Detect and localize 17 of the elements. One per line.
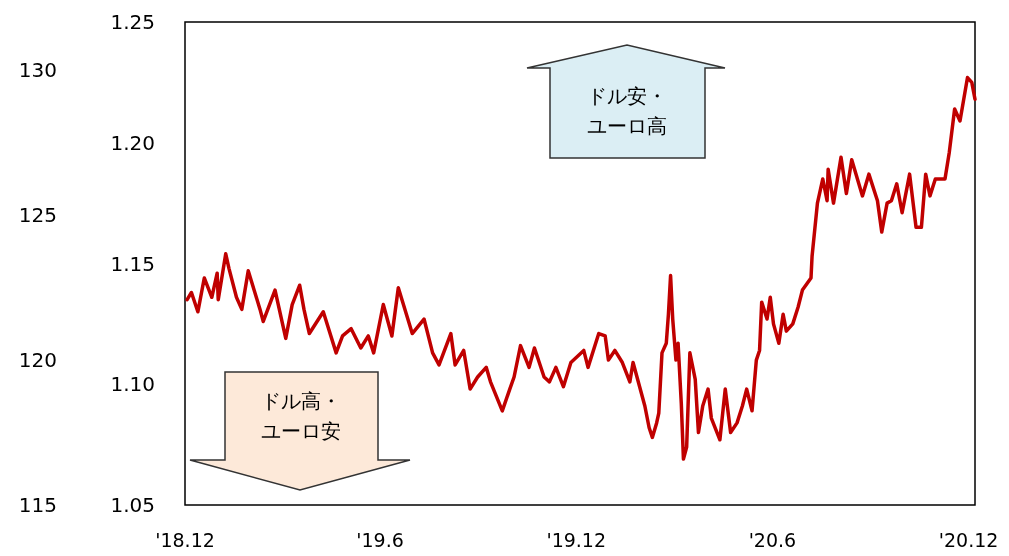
x-tick-label: '19.6 bbox=[356, 529, 404, 551]
y-tick-label: 1.10 bbox=[110, 372, 155, 397]
y2-tick-label: 130 bbox=[18, 57, 57, 82]
y2-tick-label: 125 bbox=[18, 202, 57, 227]
y-tick-label: 1.20 bbox=[110, 130, 155, 155]
y2-tick-label: 120 bbox=[18, 347, 57, 372]
line-series bbox=[185, 75, 977, 461]
x-tick-label: '20.12 bbox=[938, 529, 999, 551]
y2-tick-label: 115 bbox=[18, 493, 57, 517]
y-tick-label: 1.15 bbox=[110, 251, 155, 276]
x-tick-label: '20.6 bbox=[748, 529, 797, 551]
x-tick-label: '18.12 bbox=[155, 529, 215, 551]
annotation: ドル高・ユーロ安 bbox=[261, 389, 341, 443]
y-tick-label: 1.25 bbox=[110, 10, 155, 34]
x-tick-label: '19.12 bbox=[546, 529, 607, 551]
annotation: ドル安・ユーロ高 bbox=[587, 84, 667, 138]
y-tick-label: 1.05 bbox=[110, 493, 155, 517]
